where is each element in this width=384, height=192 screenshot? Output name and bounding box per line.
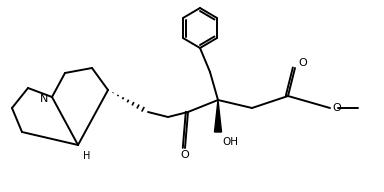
Text: OH: OH xyxy=(222,137,238,147)
Text: O: O xyxy=(332,103,341,113)
Text: O: O xyxy=(180,150,189,160)
Text: N: N xyxy=(40,94,48,104)
Text: O: O xyxy=(298,58,307,68)
Text: H: H xyxy=(83,151,90,161)
Polygon shape xyxy=(215,100,222,132)
